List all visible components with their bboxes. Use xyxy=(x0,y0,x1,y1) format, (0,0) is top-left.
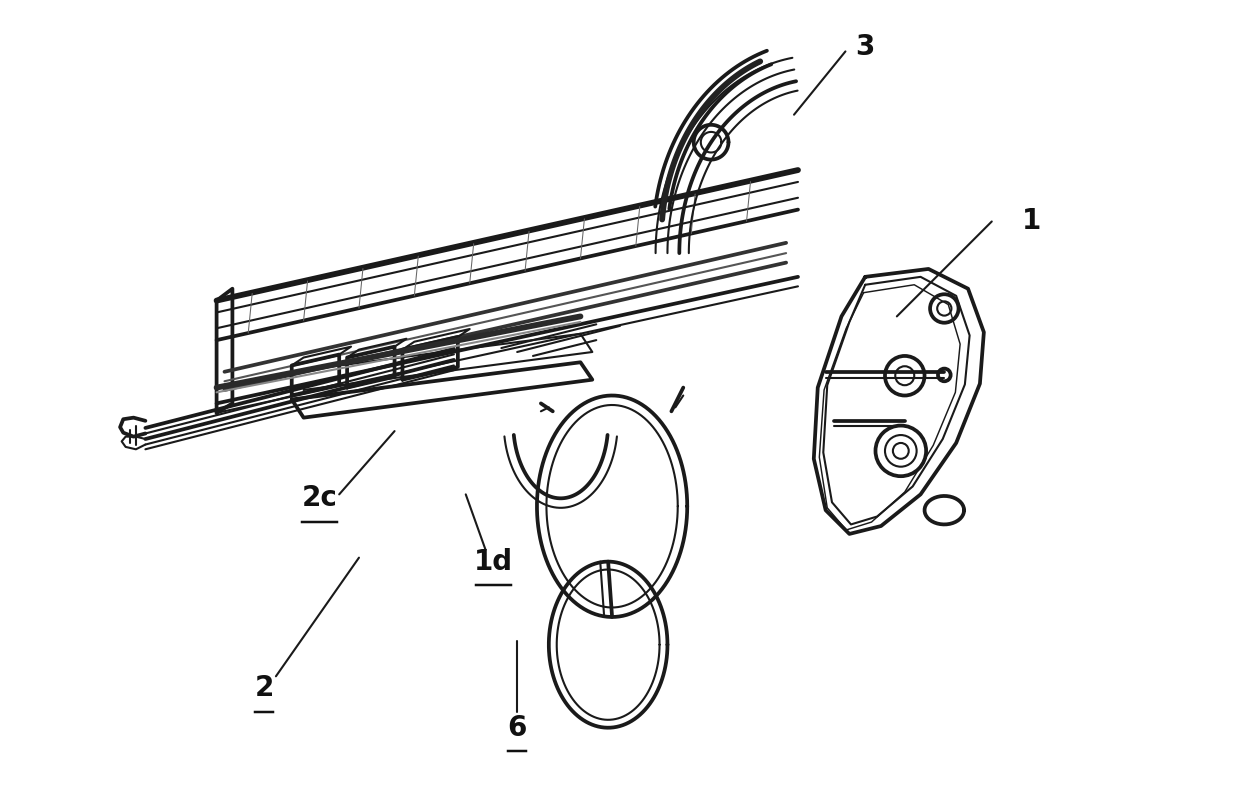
Text: 2: 2 xyxy=(254,674,274,702)
Text: 6: 6 xyxy=(507,713,527,742)
Text: 1: 1 xyxy=(1022,207,1040,236)
Text: 3: 3 xyxy=(856,33,875,62)
Text: 2c: 2c xyxy=(301,484,337,513)
Text: 1d: 1d xyxy=(474,547,513,576)
